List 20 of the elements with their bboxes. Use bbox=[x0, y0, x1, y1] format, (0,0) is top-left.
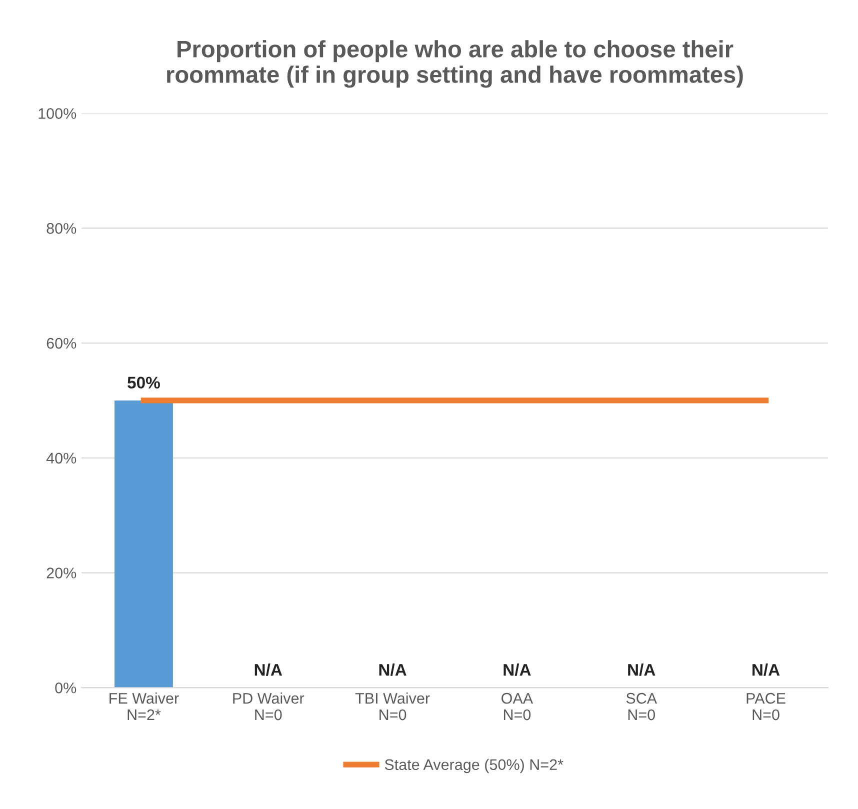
legend-label: State Average (50%) N=2* bbox=[384, 758, 564, 774]
chart-title: Proportion of people who are able to choose their roommate (if in group setting and have roommates) bbox=[167, 40, 743, 88]
x-tick-label: TBI Waiver N=0 bbox=[355, 692, 430, 720]
y-tick-label: 0% bbox=[55, 682, 76, 694]
text: N/A bbox=[254, 664, 282, 676]
text: N/A bbox=[379, 664, 406, 676]
y-tick-label: 40% bbox=[46, 452, 76, 464]
x-tick-label: FE Waiver N=2* bbox=[110, 692, 179, 720]
text: N/A bbox=[628, 664, 656, 676]
text: N/A bbox=[504, 664, 531, 676]
y-tick-label: 60% bbox=[46, 338, 76, 349]
x-tick-label: PACE N=0 bbox=[746, 692, 786, 720]
y-tick-label: 20% bbox=[46, 568, 76, 578]
text: N/A bbox=[752, 664, 780, 676]
x-tick-label: SCA N=0 bbox=[626, 692, 658, 720]
x-tick-label: PD Waiver N=0 bbox=[233, 692, 304, 720]
y-tick-label: 100% bbox=[38, 108, 76, 119]
data-label: 50% bbox=[128, 376, 160, 389]
y-tick-label: 80% bbox=[46, 223, 76, 234]
x-tick-label: OAA N=0 bbox=[502, 692, 534, 720]
